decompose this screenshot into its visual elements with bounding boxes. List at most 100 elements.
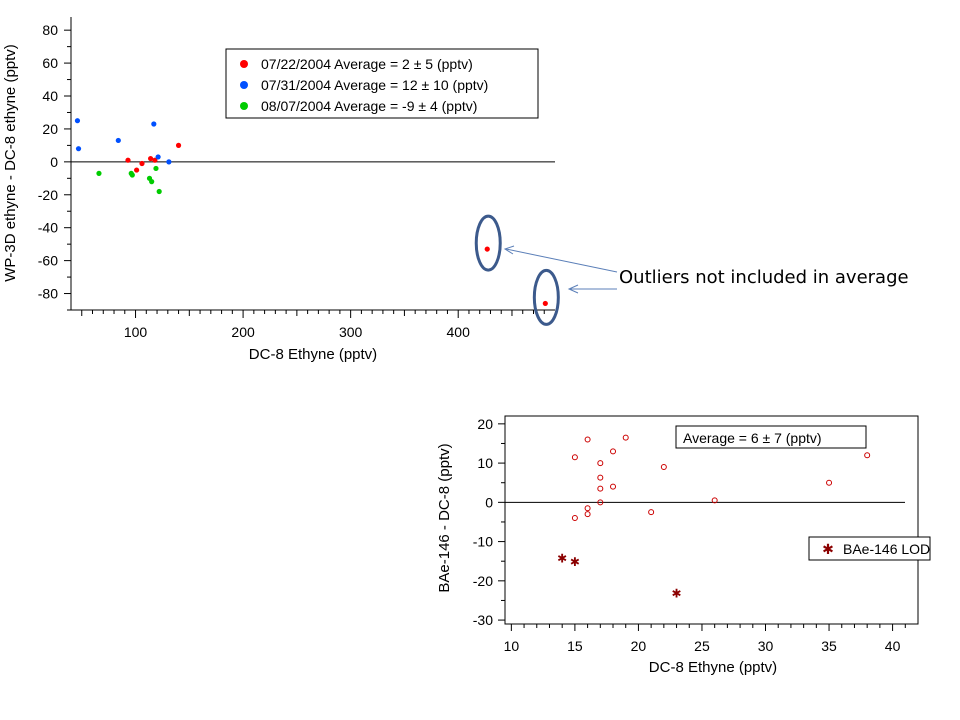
y-tick-label: 20 [42,121,58,137]
y-tick-label: 40 [42,88,58,104]
y-tick-label: 10 [477,455,493,471]
outlier-highlights [474,214,560,326]
x-tick-label: 25 [694,638,710,654]
y-tick-label: 0 [485,494,493,510]
data-points [74,118,548,307]
y-tick-group: 20 10 0 -10 -20 -30 [473,416,505,628]
data-point-series-1 [542,300,548,307]
y-tick-label: -10 [473,534,493,550]
data-point-series-3 [129,172,135,178]
data-point-series-1 [648,509,655,516]
outlier-ellipse [474,214,502,272]
x-tick-group: 100 200 300 400 [81,310,545,340]
x-tick-label: 15 [567,638,583,654]
data-point-lod: ✱ [672,587,682,601]
y-tick-group: 80 60 40 20 0 -20 -40 -60 -80 [38,22,71,311]
average-text: Average = 6 ± 7 (pptv) [683,430,822,446]
annotation-text: Outliers not included in average [619,267,909,288]
data-point-series-1 [134,167,140,173]
y-axis-label: WP-3D ethyne - DC-8 ethyne (pptv) [2,44,19,282]
legend-label-series-3: 08/07/2004 Average = -9 ± 4 (pptv) [261,98,477,114]
arrow-line-1 [505,248,618,273]
data-point-series-1 [584,505,591,512]
legend-box [225,48,539,119]
data-point-series-1 [175,142,182,148]
data-point-series-1 [610,483,617,490]
data-point-series-1 [597,499,604,506]
data-point-series-3 [153,165,159,172]
data-point-series-1 [584,436,591,443]
data-point-series-1 [597,474,604,481]
x-tick-label: 200 [231,324,255,340]
legend-marker-series-3 [240,102,248,110]
x-axis-label: DC-8 Ethyne (pptv) [249,346,377,363]
data-point-series-3 [149,179,155,185]
y-tick-label: -40 [38,220,58,236]
x-tick-label: 20 [631,638,647,654]
data-point-series-2 [115,137,121,144]
legend-label-lod: BAe-146 LOD [843,541,930,557]
data-point-series-2 [75,146,82,152]
x-tick-label: 100 [124,324,148,340]
x-tick-label: 35 [821,638,837,654]
data-point-series-1 [571,454,578,461]
data-point-series-1 [622,434,629,441]
data-point-series-1 [147,155,154,162]
data-point-series-2 [166,159,172,165]
legend-box [808,536,931,561]
data-point-series-2 [155,154,161,160]
data-point-series-1 [864,452,871,459]
y-tick-label: -60 [38,253,58,269]
data-point-series-3 [96,170,102,176]
data-point-lod: ✱ [557,551,567,565]
y-tick-label: 60 [42,55,58,71]
data-point-series-1 [571,515,578,522]
legend-marker-series-2 [240,81,248,89]
data-point-series-3 [156,188,162,195]
data-point-series-2 [151,121,157,127]
y-tick-label: -20 [38,187,58,203]
arrow-head-2 [567,284,579,294]
y-tick-label: 20 [477,416,493,432]
legend-label-series-2: 07/31/2004 Average = 12 ± 10 (pptv) [261,77,488,93]
x-tick-label: 300 [339,324,363,340]
data-point-series-1 [125,157,131,163]
data-point-series-1 [660,464,667,471]
y-tick-label: 0 [50,154,58,170]
data-point-series-1 [597,460,604,467]
legend: ✱ BAe-146 LOD [808,536,931,561]
average-box [675,425,867,449]
data-point-series-1 [711,497,718,504]
x-tick-label: 30 [758,638,774,654]
data-points: ✱ ✱✱ [557,434,871,601]
data-point-series-1 [139,160,145,167]
data-point-series-2 [74,118,81,124]
data-point-series-1 [597,485,604,492]
legend-marker-series-1 [240,60,248,68]
outlier-annotation: Outliers not included in average [503,245,909,294]
chart-bae146-vs-dc8: 20 10 0 -10 -20 -30 10 15 20 25 30 35 40 DC-8 Ethyn… [436,415,931,676]
x-tick-label: 10 [504,638,520,654]
legend-marker-lod: ✱ [822,542,834,558]
outlier-ellipse [532,268,560,326]
x-tick-group: 10 15 20 25 30 35 40 [504,624,906,654]
data-point-series-1 [826,479,833,486]
y-tick-label: -20 [473,573,493,589]
data-point-lod: ✱ [570,555,580,569]
y-tick-label: -80 [38,286,58,302]
plot-frame [504,415,919,625]
x-tick-label: 400 [447,324,471,340]
data-point-series-1 [152,157,158,163]
x-tick-label: 40 [885,638,901,654]
data-point-series-1 [484,246,490,252]
arrow-head-1 [503,245,515,255]
y-tick-label: 80 [42,22,58,38]
data-point-series-1 [610,448,617,455]
data-point-series-1 [584,511,591,518]
legend: 07/22/2004 Average = 2 ± 5 (pptv) 07/31/… [225,48,539,119]
y-tick-label: -30 [473,612,493,628]
x-axis-label: DC-8 Ethyne (pptv) [649,659,777,676]
y-axis-label: BAe-146 - DC-8 (pptv) [436,443,453,592]
